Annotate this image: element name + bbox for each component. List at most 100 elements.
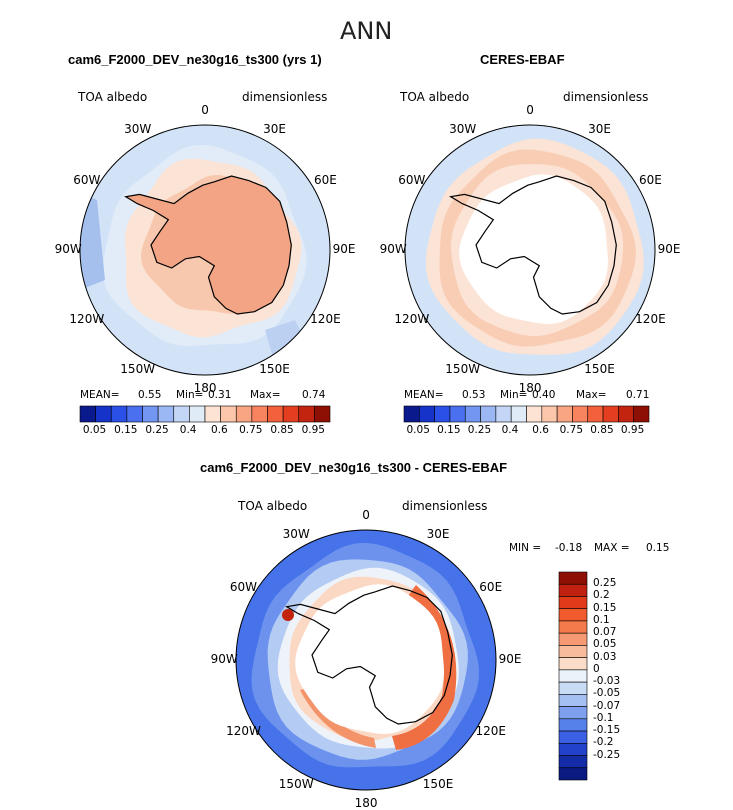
- panel2-lon-label: 150E: [584, 362, 615, 377]
- colorbar-swatch: [110, 405, 128, 423]
- colorbar-swatch: [558, 596, 588, 610]
- colorbar-swatch: [541, 405, 558, 423]
- panel1-lon-label: 30W: [124, 121, 152, 136]
- panel1-max-label: Max=: [250, 389, 281, 401]
- colorbar-swatch: [434, 405, 451, 423]
- panel3-lon-label: 60W: [229, 580, 258, 594]
- panel2-title: CERES-EBAF: [480, 52, 565, 67]
- panel3-lon-label: 120E: [475, 724, 507, 738]
- panel3-title: cam6_F2000_DEV_ne30g16_ts300 - CERES-EBA…: [200, 460, 508, 475]
- panel2-max-value: 0.71: [626, 389, 650, 401]
- panel1-lon-label: 150W: [120, 362, 156, 377]
- panel2-lon-label: 120E: [635, 311, 666, 326]
- colorbar-swatch: [314, 405, 331, 423]
- colorbar-3-tick: 0.07: [593, 626, 617, 639]
- panel3-lon-label: 180: [354, 796, 378, 810]
- colorbar-swatch: [142, 405, 159, 423]
- colorbar-swatch: [558, 632, 588, 646]
- colorbar-2-tick: 0.25: [467, 424, 492, 436]
- colorbar-2: [403, 405, 650, 423]
- colorbar-2-tick: 0.95: [620, 424, 645, 436]
- map-panel-3: [235, 529, 497, 791]
- colorbar-swatch: [220, 405, 237, 423]
- panel3-lon-label: 90W: [210, 652, 238, 666]
- colorbar-swatch: [464, 405, 481, 423]
- map-panel-2: [404, 124, 656, 376]
- panel1-min-label: Min=: [176, 389, 204, 401]
- panel3-lon-label: 30E: [426, 527, 450, 542]
- colorbar-swatch: [558, 645, 588, 658]
- diff-no-data-region: [295, 584, 444, 734]
- colorbar-3-tick: -0.25: [593, 748, 621, 761]
- colorbar-3-tick: -0.1: [593, 711, 614, 724]
- colorbar-swatch: [558, 694, 588, 707]
- panel1-lon-label: 0: [201, 103, 209, 117]
- colorbar-swatch: [558, 681, 588, 695]
- colorbar-3-tick: -0.07: [593, 699, 621, 712]
- panel3-units: dimensionless: [402, 499, 488, 513]
- panel3-max-value: 0.15: [646, 542, 670, 554]
- colorbar-swatch: [403, 405, 420, 423]
- colorbar-1-tick: 0.95: [301, 424, 325, 436]
- diff-pos-0.2-spot: [282, 609, 294, 621]
- colorbar-swatch: [495, 405, 512, 423]
- colorbar-3-tick: -0.15: [593, 724, 621, 737]
- panel1-lon-label: 180: [193, 381, 217, 395]
- map-fill-3: [236, 530, 496, 790]
- colorbar-3-tick: 0.03: [593, 650, 617, 663]
- panel2-lon-label: 90W: [379, 242, 407, 256]
- colorbar-2-tick: 0.15: [437, 424, 461, 436]
- map-panel-1: [79, 124, 331, 376]
- panel2-min-value: 0.40: [532, 389, 556, 401]
- colorbar-3-tick: 0.1: [593, 613, 610, 626]
- colorbar-2-tick: 0.4: [501, 424, 519, 436]
- colorbar-3: [558, 571, 588, 781]
- colorbar-1-tick: 0.4: [179, 424, 197, 436]
- colorbar-swatch: [558, 620, 588, 634]
- panel2-lon-label: 90E: [657, 242, 681, 256]
- colorbar-2-tick: 0.85: [590, 424, 614, 436]
- panel1-units: dimensionless: [242, 90, 328, 104]
- colorbar-3-tick: 0.2: [593, 589, 610, 602]
- colorbar-3-tick: -0.05: [593, 687, 621, 700]
- colorbar-swatch: [480, 405, 497, 423]
- colorbar-swatch: [558, 657, 588, 671]
- colorbar-3-tick: 0: [593, 662, 600, 675]
- panel3-lon-label: 30W: [282, 527, 310, 542]
- colorbar-swatch: [267, 405, 284, 423]
- panel1-lon-label: 30E: [263, 121, 286, 136]
- colorbar-swatch: [173, 405, 190, 423]
- map-border-1: [79, 124, 331, 376]
- colorbar-swatch: [189, 405, 206, 423]
- panel2-lon-label: 60W: [398, 172, 426, 187]
- panel3-max-label: MAX =: [594, 542, 630, 554]
- panel3-min-label: MIN =: [509, 542, 542, 554]
- coastline-2: [448, 175, 617, 315]
- colorbar-swatch: [633, 405, 650, 423]
- panel1-lon-label: 60W: [73, 172, 101, 187]
- diff-pos-0.1-arc: [392, 585, 457, 750]
- panel1-mean-value: 0.55: [138, 389, 162, 401]
- colorbar-1-tick: 0.6: [211, 424, 228, 436]
- panel1-min-value: 0.31: [208, 389, 232, 401]
- colorbar-1: [79, 405, 331, 423]
- panel2-lon-label: 30E: [588, 121, 611, 136]
- colorbar-swatch: [558, 755, 588, 769]
- panel3-lon-label: 0: [362, 508, 370, 522]
- colorbar-swatch: [602, 405, 619, 423]
- map-fill-1: [80, 125, 330, 375]
- colorbar-swatch: [526, 405, 543, 423]
- colorbar-3-tick: -0.2: [593, 736, 614, 749]
- colorbar-swatch: [157, 405, 175, 423]
- panel1-lon-label: 90W: [54, 242, 82, 256]
- panel2-units: dimensionless: [563, 90, 649, 104]
- colorbar-swatch: [572, 405, 589, 423]
- colorbar-swatch: [558, 608, 588, 622]
- panel3-lon-label: 120W: [226, 724, 261, 738]
- colorbar-swatch: [251, 405, 268, 423]
- panel3-lon-label: 90E: [498, 652, 522, 666]
- colorbar-3-tick: 0.05: [593, 638, 617, 651]
- panel1-max-value: 0.74: [302, 389, 326, 401]
- colorbar-swatch: [558, 742, 588, 756]
- panel2-lon-label: 120W: [394, 311, 430, 326]
